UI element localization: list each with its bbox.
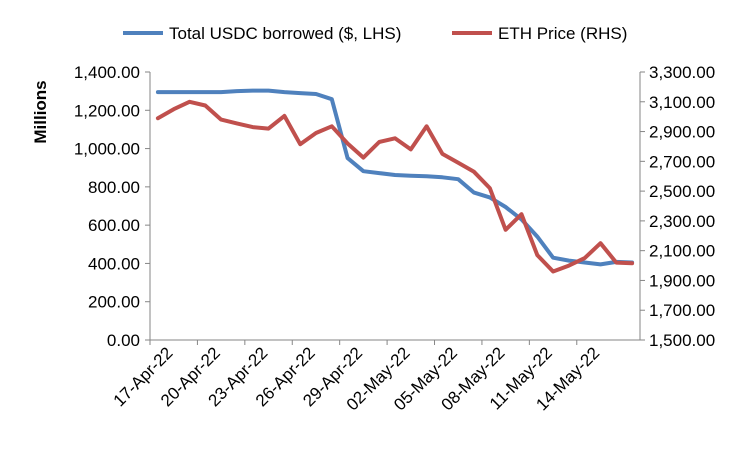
legend-label-usdc: Total USDC borrowed ($, LHS) [169, 24, 401, 43]
y-right-tick-label: 3,300.00 [649, 63, 715, 82]
y-right-tick-label: 1,700.00 [649, 301, 715, 320]
y-right-tick-label: 2,100.00 [649, 242, 715, 261]
y-left-tick-label: 400.00 [88, 254, 140, 273]
axes [149, 72, 641, 341]
y-right-tick-label: 1,900.00 [649, 271, 715, 290]
y-right-tick-label: 2,700.00 [649, 152, 715, 171]
x-ticks: 17-Apr-2220-Apr-2223-Apr-2226-Apr-2229-A… [110, 340, 603, 414]
y-right-tick-label: 2,300.00 [649, 212, 715, 231]
y-left-tick-label: 200.00 [88, 293, 140, 312]
y-left-tick-label: 1,000.00 [74, 140, 140, 159]
y-right-tick-label: 2,900.00 [649, 123, 715, 142]
y-right-tick-label: 2,500.00 [649, 182, 715, 201]
y-right-ticks: 1,500.00 1,700.00 1,900.00 2,100.00 2,300.00… [640, 63, 715, 350]
legend: Total USDC borrowed ($, LHS) ETH Price (… [123, 24, 627, 43]
series-line-eth [155, 99, 635, 274]
y-left-axis-title: Millions [31, 80, 50, 143]
y-right-tick-label: 3,100.00 [649, 93, 715, 112]
y-left-tick-label: 600.00 [88, 216, 140, 235]
legend-label-eth: ETH Price (RHS) [498, 24, 627, 43]
y-left-tick-label: 1,200.00 [74, 101, 140, 120]
y-left-ticks: 0.00 200.00 400.00 600.00 800.00 1,000.00 1,20… [74, 63, 150, 350]
y-left-tick-label: 0.00 [107, 331, 140, 350]
y-right-tick-label: 1,500.00 [649, 331, 715, 350]
y-left-tick-label: 1,400.00 [74, 63, 140, 82]
series-line-usdc [155, 88, 635, 267]
y-left-tick-label: 800.00 [88, 178, 140, 197]
